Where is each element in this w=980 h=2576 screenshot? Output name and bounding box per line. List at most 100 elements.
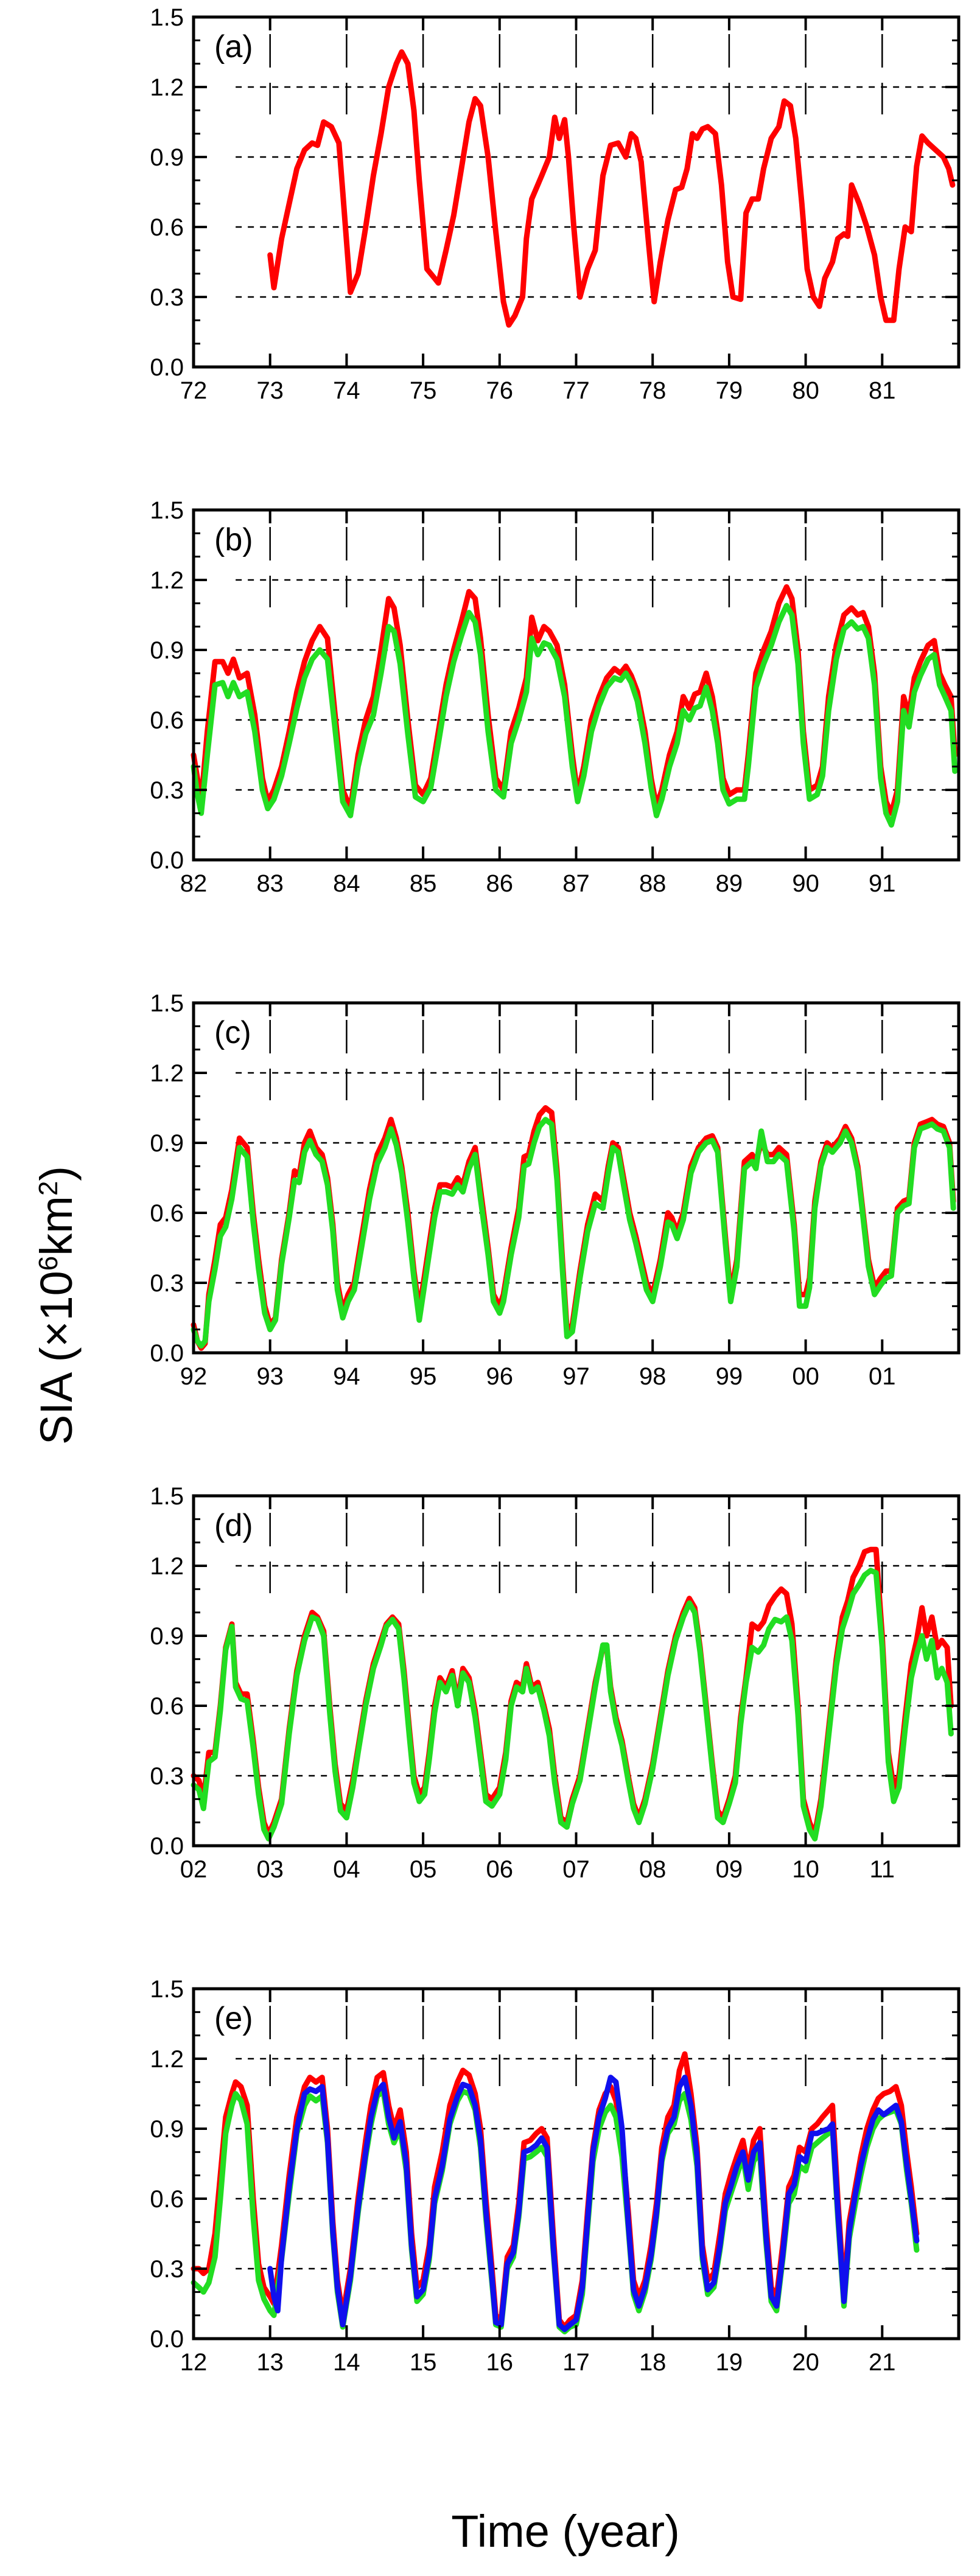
x-tick-label: 97 bbox=[562, 1363, 590, 1390]
x-tick-label: 20 bbox=[792, 2349, 819, 2376]
x-tick-label: 89 bbox=[716, 870, 743, 897]
panel-label: (a) bbox=[214, 29, 253, 65]
y-tick-label: 1.2 bbox=[150, 1553, 184, 1580]
y-tick-label: 0.9 bbox=[150, 637, 184, 664]
panel-label: (e) bbox=[214, 2001, 253, 2036]
y-axis-title-mid: km bbox=[31, 1196, 82, 1256]
y-tick-label: 0.6 bbox=[150, 1200, 184, 1227]
y-tick-label: 0.6 bbox=[150, 2186, 184, 2213]
series-line-green bbox=[191, 1117, 956, 1349]
x-tick-label: 94 bbox=[333, 1363, 360, 1390]
y-tick-label: 0.9 bbox=[150, 2116, 184, 2143]
y-tick-label: 0.0 bbox=[150, 2326, 184, 2353]
panel-a: 0.0 0.3 0.6 0.9 1.2 1.5 72 73 74 75 76 77 78 79 80 81 (a… bbox=[150, 4, 961, 404]
x-tick-label: 83 bbox=[256, 870, 284, 897]
x-tick-label: 91 bbox=[869, 870, 896, 897]
y-tick-label: 1.2 bbox=[150, 74, 184, 101]
x-tick-label: 21 bbox=[869, 2349, 896, 2376]
y-tick-label: 0.6 bbox=[150, 707, 184, 734]
x-tick-label: 05 bbox=[410, 1856, 437, 1883]
y-tick-label: 0.9 bbox=[150, 1623, 184, 1650]
x-tick-label: 10 bbox=[792, 1856, 819, 1883]
x-tick-label: 12 bbox=[180, 2349, 208, 2376]
x-tick-label: 02 bbox=[180, 1856, 208, 1883]
panel-e: 0.0 0.3 0.6 0.9 1.2 1.5 12 13 14 15 16 17 18 19 20 21 (e… bbox=[150, 1976, 961, 2376]
x-tick-label: 98 bbox=[639, 1363, 667, 1390]
y-tick-label: 1.5 bbox=[150, 1976, 184, 2003]
y-tick-label: 0.0 bbox=[150, 1833, 184, 1860]
x-tick-label: 95 bbox=[410, 1363, 437, 1390]
y-axis-title-main: SIA (×10 bbox=[31, 1271, 82, 1445]
y-tick-label: 1.5 bbox=[150, 1483, 184, 1510]
x-tick-label: 82 bbox=[180, 870, 208, 897]
y-axis-title-sup1: 6 bbox=[33, 1256, 63, 1271]
series-line-red bbox=[191, 584, 958, 816]
y-tick-label: 0.0 bbox=[150, 1340, 184, 1367]
y-tick-label: 0.6 bbox=[150, 1693, 184, 1720]
x-axis-title: Time (year) bbox=[451, 2506, 680, 2557]
y-tick-label: 0.9 bbox=[150, 1130, 184, 1157]
x-tick-label: 00 bbox=[792, 1363, 819, 1390]
x-tick-label: 96 bbox=[486, 1363, 514, 1390]
panel-b: 0.0 0.3 0.6 0.9 1.2 1.5 82 83 84 85 86 87 88 89 90 91 (b… bbox=[150, 497, 961, 897]
x-tick-label: 17 bbox=[562, 2349, 590, 2376]
x-tick-label: 16 bbox=[486, 2349, 514, 2376]
x-tick-label: 88 bbox=[639, 870, 667, 897]
x-tick-label: 76 bbox=[486, 377, 514, 404]
plot-frame bbox=[192, 15, 961, 369]
x-tick-label: 14 bbox=[333, 2349, 360, 2376]
x-tick-label: 87 bbox=[562, 870, 590, 897]
y-tick-label: 0.9 bbox=[150, 144, 184, 171]
y-tick-label: 0.0 bbox=[150, 847, 184, 874]
series-line-green bbox=[191, 602, 958, 828]
x-tick-label: 13 bbox=[256, 2349, 284, 2376]
x-tick-label: 06 bbox=[486, 1856, 514, 1883]
panel-c: 0.0 0.3 0.6 0.9 1.2 1.5 92 93 94 95 96 97 98 99 00 01 (c… bbox=[150, 990, 961, 1390]
x-tick-label: 74 bbox=[333, 377, 360, 404]
x-tick-label: 03 bbox=[256, 1856, 284, 1883]
panel-d: 0.0 0.3 0.6 0.9 1.2 1.5 02 03 04 05 06 07 08 09 10 11 (d… bbox=[150, 1483, 961, 1883]
y-tick-label: 0.3 bbox=[150, 284, 184, 311]
x-tick-label: 80 bbox=[792, 377, 819, 404]
series-line-blue bbox=[267, 2075, 920, 2333]
x-tick-label: 79 bbox=[716, 377, 743, 404]
series-line-red bbox=[267, 49, 956, 328]
x-tick-label: 75 bbox=[410, 377, 437, 404]
x-tick-label: 01 bbox=[869, 1363, 896, 1390]
panels: 0.0 0.3 0.6 0.9 1.2 1.5 72 73 74 75 76 77 78 79 80 81 (a… bbox=[150, 4, 961, 2376]
y-tick-label: 0.3 bbox=[150, 1763, 184, 1790]
x-tick-label: 84 bbox=[333, 870, 360, 897]
x-tick-label: 73 bbox=[256, 377, 284, 404]
y-tick-label: 1.2 bbox=[150, 2046, 184, 2073]
x-tick-label: 11 bbox=[870, 1856, 895, 1883]
series-line-red bbox=[191, 1546, 954, 1837]
y-tick-label: 0.6 bbox=[150, 214, 184, 241]
y-tick-label: 1.5 bbox=[150, 497, 184, 524]
y-axis-title-end: ) bbox=[31, 1166, 82, 1181]
x-tick-label: 08 bbox=[639, 1856, 667, 1883]
x-tick-label: 15 bbox=[410, 2349, 437, 2376]
x-tick-label: 81 bbox=[869, 377, 896, 404]
x-tick-label: 90 bbox=[792, 870, 819, 897]
x-tick-label: 04 bbox=[333, 1856, 360, 1883]
plot-frame bbox=[192, 508, 961, 862]
x-tick-label: 99 bbox=[716, 1363, 743, 1390]
x-tick-label: 85 bbox=[410, 870, 437, 897]
panel-label: (d) bbox=[214, 1508, 253, 1543]
y-tick-label: 1.5 bbox=[150, 4, 184, 31]
y-axis-title-sup2: 2 bbox=[33, 1181, 63, 1196]
y-tick-label: 1.2 bbox=[150, 567, 184, 594]
y-axis-title: SIA (×106km2) bbox=[31, 1166, 82, 1445]
x-tick-label: 09 bbox=[716, 1856, 743, 1883]
y-tick-label: 1.5 bbox=[150, 990, 184, 1017]
x-tick-label: 92 bbox=[180, 1363, 208, 1390]
x-tick-label: 18 bbox=[639, 2349, 667, 2376]
x-tick-label: 77 bbox=[562, 377, 590, 404]
x-tick-label: 86 bbox=[486, 870, 514, 897]
y-tick-label: 0.3 bbox=[150, 2256, 184, 2283]
y-tick-label: 0.0 bbox=[150, 354, 184, 381]
panel-label: (c) bbox=[214, 1015, 251, 1050]
series-line-green bbox=[191, 1568, 954, 1841]
y-tick-label: 1.2 bbox=[150, 1060, 184, 1087]
